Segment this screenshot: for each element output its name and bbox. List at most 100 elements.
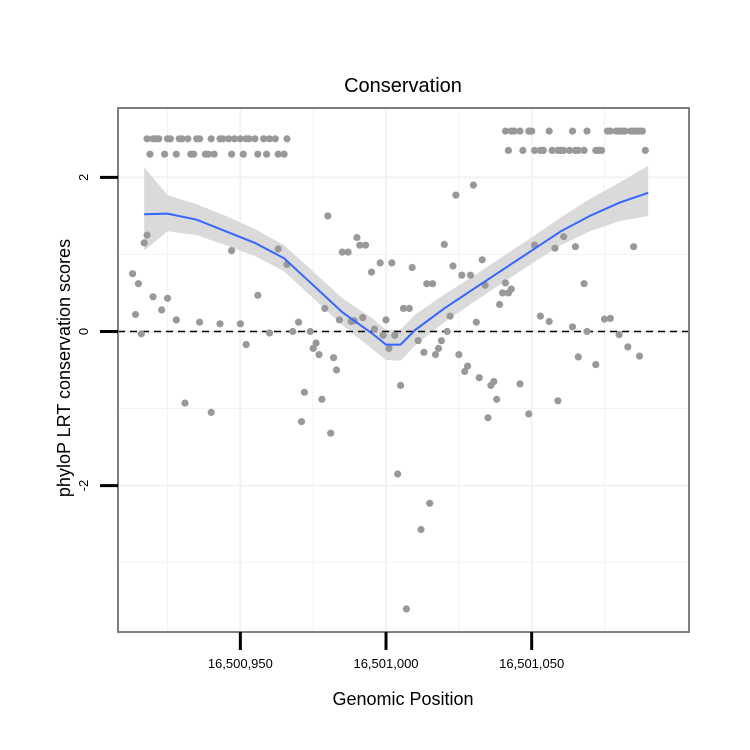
data-point (455, 351, 463, 359)
data-point (583, 127, 591, 135)
data-point (184, 135, 192, 143)
data-point (137, 330, 145, 338)
panel-background (118, 108, 689, 632)
data-point (207, 408, 215, 416)
data-point (376, 259, 384, 267)
data-point (172, 150, 180, 158)
data-point (583, 327, 591, 336)
data-point (190, 150, 198, 158)
data-point (443, 327, 451, 336)
data-point (332, 366, 341, 374)
data-point (274, 245, 282, 253)
point-layer (129, 127, 649, 613)
data-point (330, 354, 338, 362)
data-point (228, 150, 236, 158)
data-point (539, 146, 547, 154)
data-point (606, 314, 614, 322)
data-point (265, 135, 274, 143)
panel-border (117, 107, 690, 633)
data-point (615, 331, 623, 339)
data-point (312, 339, 320, 347)
data-point (155, 135, 163, 143)
data-point (388, 259, 396, 267)
data-point (338, 248, 346, 256)
data-point (289, 327, 297, 336)
data-point (437, 337, 445, 345)
chart-title: Conservation (344, 75, 462, 97)
data-point (501, 127, 510, 135)
data-point (501, 279, 510, 287)
data-point (172, 316, 180, 324)
data-point (519, 146, 527, 154)
data-point (382, 316, 390, 324)
data-point (423, 280, 431, 288)
data-point (362, 241, 370, 249)
data-point (496, 300, 504, 309)
data-point (568, 127, 577, 135)
data-point (196, 318, 204, 326)
data-point (335, 316, 343, 324)
data-point (580, 146, 588, 154)
data-point (449, 262, 457, 270)
data-point (499, 289, 507, 297)
data-point (440, 240, 448, 248)
data-point (490, 378, 498, 386)
data-point (309, 344, 317, 352)
data-point (638, 127, 647, 135)
data-point (216, 320, 224, 328)
data-point (516, 127, 524, 135)
data-point (140, 239, 148, 247)
data-point (134, 280, 142, 288)
data-point (324, 212, 332, 220)
data-point (178, 135, 186, 143)
data-point (560, 233, 568, 241)
data-point (475, 374, 483, 382)
data-point (510, 127, 518, 135)
data-point (225, 135, 233, 143)
data-point (143, 231, 151, 239)
data-point (458, 271, 466, 279)
smooth-line-layer (144, 191, 649, 346)
data-point (536, 312, 545, 320)
data-point (461, 367, 469, 376)
data-point (149, 293, 157, 301)
data-point (574, 146, 582, 154)
data-point (592, 361, 600, 369)
data-point (265, 329, 274, 337)
data-point (566, 146, 574, 154)
data-point (283, 135, 291, 143)
axis-layer: -2 0 2 16,500,950 16,501,000 16,501,050 (76, 107, 690, 671)
data-point (251, 135, 259, 143)
data-point (306, 327, 314, 336)
data-point (143, 135, 151, 143)
data-point (568, 323, 577, 331)
data-point (161, 150, 169, 158)
data-point (158, 306, 166, 314)
data-point (300, 388, 308, 396)
data-point (472, 318, 480, 326)
data-point (635, 352, 644, 360)
data-point (548, 146, 556, 154)
data-point (271, 135, 279, 143)
data-point (426, 499, 434, 507)
data-point (196, 135, 204, 143)
data-point (402, 605, 410, 613)
data-point (574, 353, 582, 361)
data-point (353, 233, 361, 242)
data-point (236, 320, 244, 328)
data-point (210, 150, 218, 158)
data-point (166, 135, 174, 143)
data-point (236, 135, 244, 143)
data-point (446, 312, 454, 320)
data-point (129, 270, 137, 278)
data-point (397, 381, 405, 389)
data-point (344, 248, 352, 256)
data-point (429, 280, 437, 288)
data-point (504, 146, 512, 154)
data-point (414, 337, 422, 345)
data-point (254, 291, 262, 299)
data-point (554, 397, 562, 405)
data-point (531, 146, 539, 154)
data-point (528, 127, 536, 135)
y-tick-label: -2 (76, 480, 91, 492)
